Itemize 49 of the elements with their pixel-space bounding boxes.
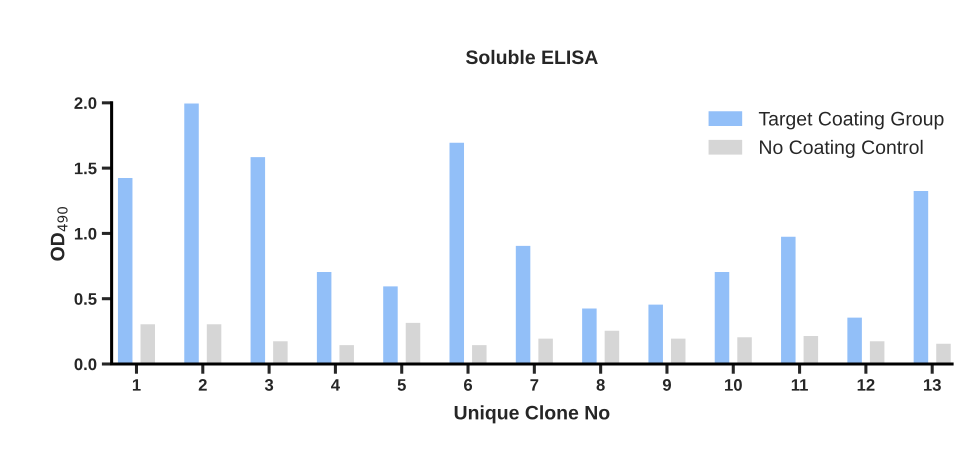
- bar: [580, 307, 598, 364]
- bar: [868, 340, 886, 364]
- bar: [846, 316, 864, 364]
- bar: [736, 336, 754, 364]
- bar: [404, 322, 422, 364]
- bar: [603, 329, 621, 364]
- y-tick-label: 0.5: [74, 293, 97, 305]
- bar: [249, 156, 266, 364]
- x-tick-label: 7: [530, 379, 538, 391]
- bar: [448, 141, 466, 364]
- bar: [139, 322, 156, 364]
- x-tick-label: 2: [198, 379, 207, 391]
- y-tick-label: 1.0: [74, 228, 96, 240]
- y-tick-label: 2.0: [74, 97, 96, 110]
- bar: [670, 337, 687, 364]
- x-tick-label: 12: [858, 379, 874, 391]
- x-tick-label: 11: [792, 379, 808, 391]
- legend-label: No Coating Control: [760, 140, 922, 158]
- x-axis-title: Unique Clone No: [454, 405, 610, 424]
- y-tick-label: 0.0: [74, 358, 96, 370]
- x-tick-label: 3: [264, 379, 274, 391]
- bar: [382, 284, 400, 364]
- x-tick-label: 5: [398, 379, 406, 391]
- legend-label: Target Coating Group: [758, 111, 944, 130]
- x-tick-label: 13: [924, 379, 941, 391]
- bar: [780, 235, 797, 364]
- bar: [315, 270, 333, 364]
- bar: [647, 303, 664, 364]
- bar: [470, 344, 488, 364]
- x-tick-label: 9: [662, 379, 671, 391]
- chart-title: Soluble ELISA: [466, 50, 598, 64]
- x-tick-label: 8: [596, 379, 605, 391]
- bar: [912, 190, 930, 364]
- bar: [536, 337, 554, 364]
- x-tick-label: 1: [132, 379, 141, 391]
- bar: [713, 270, 731, 364]
- x-tick-label: 4: [331, 379, 340, 391]
- bar: [272, 340, 290, 364]
- bar: [338, 344, 356, 364]
- y-tick-label: 1.5: [74, 162, 97, 174]
- bar: [182, 102, 200, 364]
- bar: [802, 334, 820, 364]
- bar: [116, 176, 134, 364]
- y-axis-title: OD$_{490}$: [50, 206, 68, 261]
- x-tick-label: 6: [464, 379, 472, 391]
- bar: [514, 244, 532, 364]
- bar: [205, 322, 223, 364]
- x-tick-label: 10: [725, 379, 742, 391]
- bar: [934, 342, 952, 364]
